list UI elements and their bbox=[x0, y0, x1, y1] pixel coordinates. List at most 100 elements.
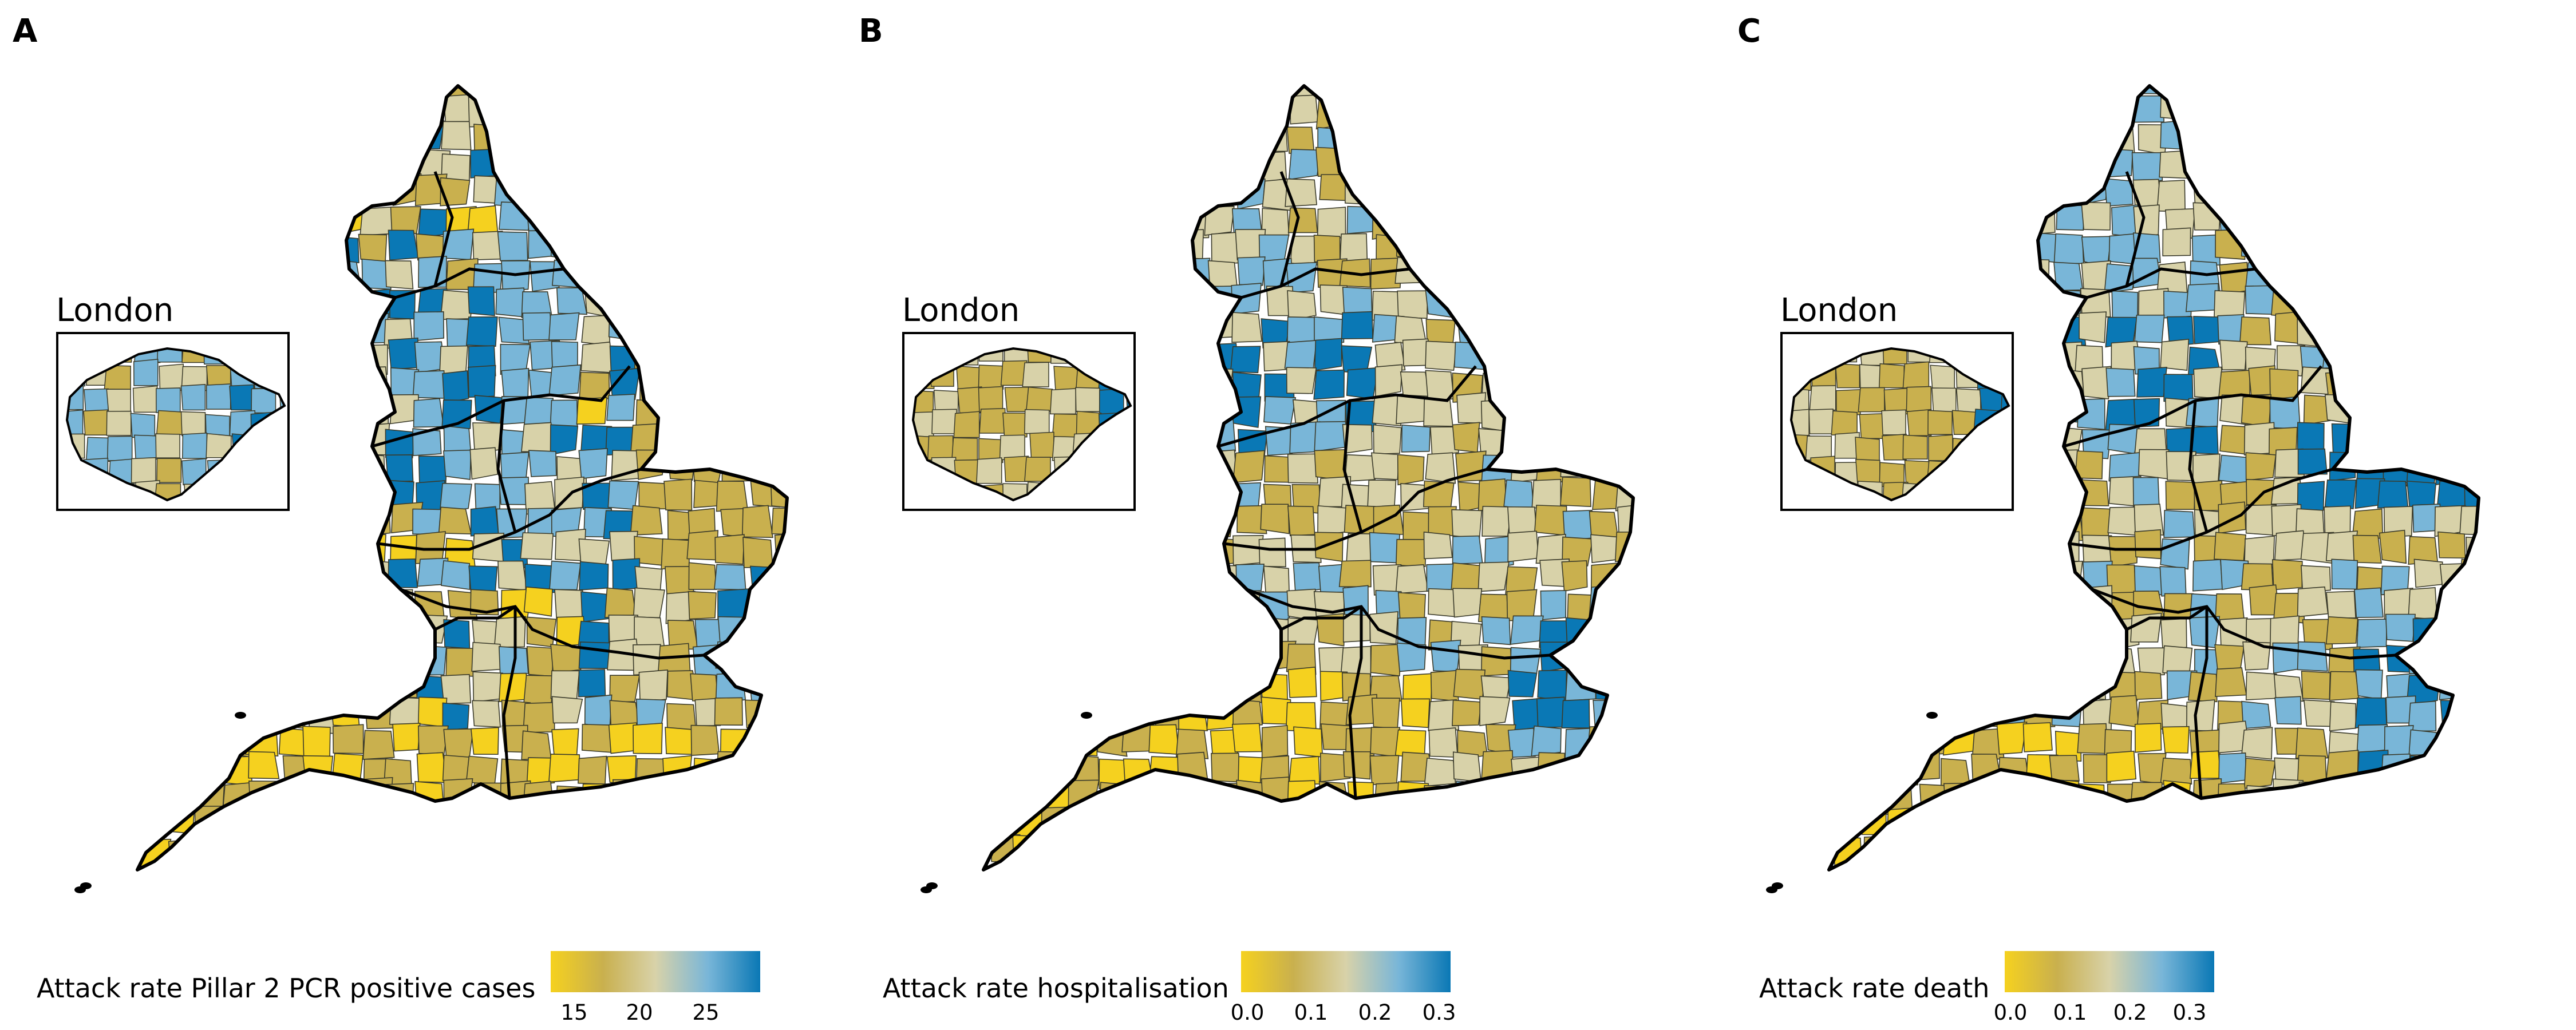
region-area bbox=[2357, 425, 2388, 456]
island bbox=[80, 882, 92, 889]
borough-area bbox=[1025, 386, 1053, 412]
region-area bbox=[2243, 203, 2274, 236]
region-area bbox=[1451, 283, 1481, 314]
region-area bbox=[167, 755, 200, 789]
region-area bbox=[1230, 809, 1262, 842]
region-area bbox=[983, 779, 989, 811]
region-area bbox=[1616, 752, 1633, 785]
region-area bbox=[1045, 291, 1076, 322]
region-area bbox=[2216, 86, 2245, 95]
region-area bbox=[1971, 86, 2000, 96]
region-area bbox=[775, 399, 787, 430]
borough-area bbox=[1902, 434, 1928, 459]
region-area bbox=[385, 454, 414, 482]
region-area bbox=[2160, 758, 2192, 785]
region-area bbox=[1587, 725, 1620, 756]
region-area bbox=[1885, 149, 1915, 178]
region-area bbox=[2385, 613, 2416, 642]
region-area bbox=[1178, 668, 1208, 700]
region-area bbox=[1591, 752, 1622, 783]
region-area bbox=[1043, 584, 1075, 616]
region-area bbox=[334, 508, 366, 540]
region-area bbox=[1643, 154, 1671, 183]
region-area bbox=[1648, 394, 1678, 425]
region-area bbox=[2377, 261, 2405, 289]
region-area bbox=[716, 343, 747, 372]
region-area bbox=[1507, 506, 1538, 536]
region-area bbox=[1236, 93, 1267, 124]
region-area bbox=[2440, 397, 2471, 429]
borough-area bbox=[2000, 360, 2009, 386]
region-area bbox=[2495, 100, 2522, 130]
region-area bbox=[2241, 700, 2271, 730]
region-area bbox=[1560, 863, 1592, 870]
region-boundary bbox=[2188, 400, 2208, 533]
region-area bbox=[1509, 95, 1541, 124]
region-area bbox=[1425, 86, 1457, 96]
region-area bbox=[1314, 338, 1342, 371]
region-area bbox=[307, 810, 337, 842]
region-area bbox=[1179, 592, 1209, 625]
legend-title: Attack rate death bbox=[1759, 973, 1990, 1004]
region-area bbox=[2022, 784, 2052, 814]
region-area bbox=[990, 201, 1020, 231]
region-area bbox=[2353, 867, 2385, 870]
region-area bbox=[1863, 259, 1894, 286]
region-area bbox=[2382, 149, 2413, 183]
region-area bbox=[1374, 342, 1406, 372]
region-area bbox=[467, 365, 496, 398]
borough-area bbox=[180, 411, 206, 437]
region-area bbox=[686, 530, 719, 561]
borough-area bbox=[156, 458, 182, 483]
region-area bbox=[1855, 209, 1887, 239]
region-area bbox=[2467, 783, 2479, 811]
region-area bbox=[306, 839, 337, 868]
region-area bbox=[773, 836, 787, 867]
region-area bbox=[1829, 780, 1834, 812]
region-area bbox=[1180, 809, 1212, 839]
region-area bbox=[2377, 397, 2407, 426]
region-area bbox=[665, 120, 694, 152]
region-area bbox=[2218, 501, 2246, 534]
region-area bbox=[744, 258, 772, 287]
region-area bbox=[1533, 122, 1563, 153]
region-area bbox=[2023, 813, 2056, 845]
region-area bbox=[2104, 645, 2136, 674]
borough-area bbox=[1053, 486, 1078, 500]
region-area bbox=[1831, 126, 1862, 157]
region-area bbox=[472, 671, 503, 703]
borough-area bbox=[1953, 456, 1980, 482]
region-area bbox=[227, 179, 257, 209]
region-area bbox=[1938, 862, 1970, 870]
region-area bbox=[1831, 201, 1862, 233]
region-area bbox=[1970, 613, 2001, 644]
region-area bbox=[1097, 96, 1125, 123]
region-area bbox=[275, 833, 309, 865]
region-area bbox=[2054, 481, 2081, 512]
region-area bbox=[1125, 613, 1153, 645]
region-area bbox=[1287, 290, 1317, 322]
region-area bbox=[1619, 372, 1633, 402]
region-area bbox=[392, 723, 421, 752]
borough-area bbox=[929, 482, 955, 500]
region-area bbox=[693, 398, 722, 430]
region-area bbox=[1397, 781, 1429, 811]
region-area bbox=[1124, 839, 1158, 867]
region-area bbox=[2132, 477, 2160, 508]
borough-area bbox=[229, 384, 254, 411]
region-area bbox=[801, 648, 833, 676]
region-area bbox=[2026, 126, 2057, 154]
region-area bbox=[2490, 592, 2519, 621]
region-area bbox=[2466, 310, 2479, 343]
region-area bbox=[1856, 756, 1888, 787]
region-area bbox=[1559, 175, 1590, 207]
region-area bbox=[224, 592, 255, 620]
region-area bbox=[662, 236, 695, 264]
region-area bbox=[2436, 124, 2467, 157]
region-area bbox=[1829, 146, 1839, 175]
region-area bbox=[1182, 450, 1212, 482]
region-area bbox=[1614, 866, 1633, 870]
region-area bbox=[769, 369, 787, 399]
region-area bbox=[989, 647, 1020, 680]
region-area bbox=[1040, 176, 1070, 204]
